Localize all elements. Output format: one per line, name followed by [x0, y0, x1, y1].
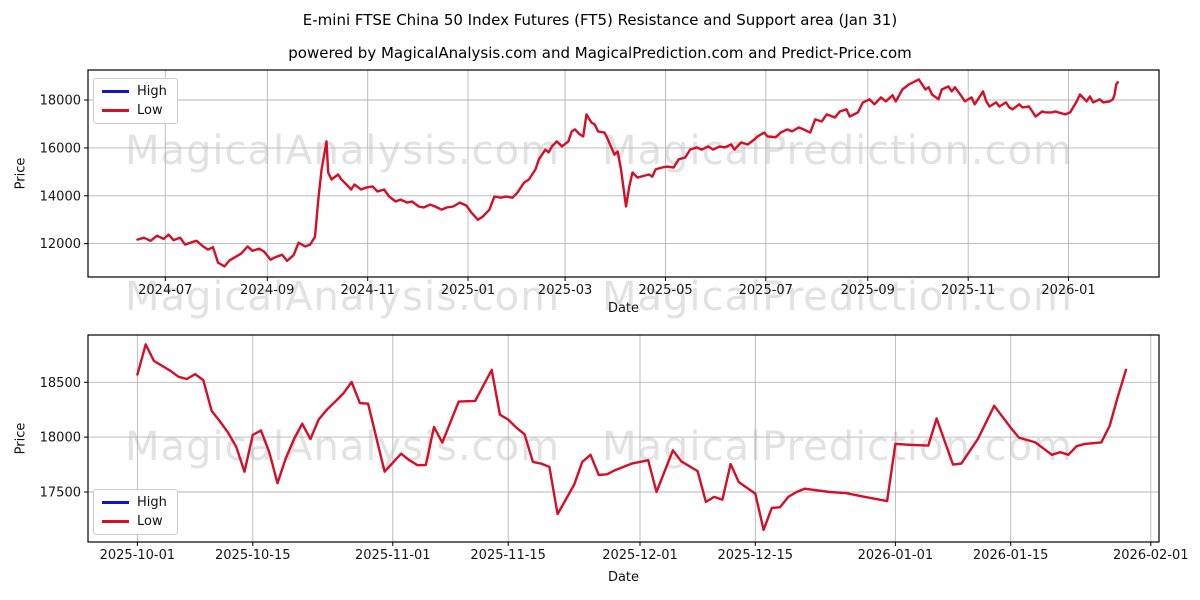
series-line-low	[136, 78, 1120, 268]
x-tick-label: 2025-09	[841, 283, 895, 298]
legend-top: High Low	[93, 78, 178, 124]
x-axis-label-top: Date	[607, 301, 640, 316]
plot-border	[87, 334, 1160, 543]
legend-item-low: Low	[102, 103, 167, 118]
x-tick-label: 2025-12-15	[718, 548, 794, 563]
x-tick-label: 2024-11	[341, 283, 395, 298]
legend-label-low: Low	[137, 103, 163, 118]
watermark-text: MagicalAnalysis.com	[125, 424, 561, 470]
high-line-swatch	[102, 501, 129, 504]
legend-item-high: High	[102, 495, 167, 510]
legend-bottom: High Low	[93, 489, 178, 535]
x-tick-label: 2026-01-15	[973, 548, 1049, 563]
y-axis-label-top: Price	[13, 157, 29, 190]
x-tick-label: 2025-11	[941, 283, 995, 298]
x-tick-label: 2025-01	[441, 283, 495, 298]
figure-title: E-mini FTSE China 50 Index Futures (FT5)…	[302, 11, 898, 29]
y-tick-label: 14000	[40, 189, 81, 204]
x-tick-label: 2026-01-01	[858, 548, 934, 563]
x-tick-label: 2025-11-01	[355, 548, 431, 563]
x-tick-label: 2025-05	[638, 283, 692, 298]
series-line-low	[136, 343, 1128, 531]
series-line-high	[136, 78, 1119, 268]
watermark-text: MagicalAnalysis.com	[125, 274, 561, 320]
watermark-text: MagicalAnalysis.com	[125, 128, 561, 174]
x-tick-label: 2026-01	[1041, 283, 1095, 298]
y-axis-label-bottom: Price	[13, 422, 29, 455]
watermark-text: MagicalPrediction.com	[602, 424, 1073, 470]
x-tick-label: 2025-07	[739, 283, 793, 298]
legend-label-high: High	[137, 495, 167, 510]
low-line-swatch	[102, 109, 129, 112]
x-tick-label: 2025-03	[538, 283, 592, 298]
legend-item-high: High	[102, 84, 167, 99]
x-tick-label: 2025-11-15	[470, 548, 546, 563]
y-tick-label: 18000	[40, 94, 81, 109]
x-tick-label: 2024-07	[138, 283, 192, 298]
x-tick-label: 2025-10-15	[215, 548, 291, 563]
x-tick-label: 2025-12-01	[602, 548, 678, 563]
legend-label-low: Low	[137, 514, 163, 529]
x-tick-label: 2024-09	[240, 283, 294, 298]
x-tick-label: 2025-10-01	[100, 548, 176, 563]
watermark-text: MagicalPrediction.com	[602, 128, 1073, 174]
legend-label-high: High	[137, 84, 167, 99]
y-tick-label: 18000	[40, 431, 81, 446]
low-line-swatch	[102, 520, 129, 523]
figure-subtitle: powered by MagicalAnalysis.com and Magic…	[288, 44, 912, 62]
y-tick-label: 12000	[40, 237, 81, 252]
watermark-text: MagicalPrediction.com	[602, 274, 1073, 320]
high-line-swatch	[102, 90, 129, 93]
y-tick-label: 17500	[40, 486, 81, 501]
x-tick-label: 2026-02-01	[1113, 548, 1189, 563]
x-axis-label-bottom: Date	[607, 570, 640, 585]
y-tick-label: 18500	[40, 376, 81, 391]
legend-item-low: Low	[102, 514, 167, 529]
plot-border	[87, 69, 1160, 278]
y-tick-label: 16000	[40, 141, 81, 156]
